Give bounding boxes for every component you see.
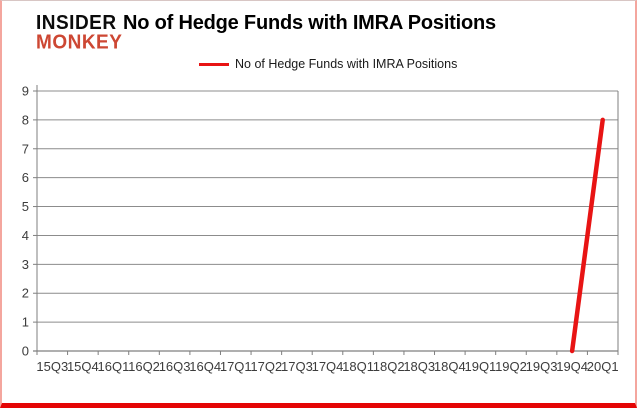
- x-tick-label: 17Q4: [312, 359, 344, 374]
- x-tick-label: 18Q1: [342, 359, 374, 374]
- y-tick-label: 7: [22, 141, 29, 156]
- x-tick-label: 19Q2: [495, 359, 527, 374]
- x-tick-label: 17Q2: [250, 359, 282, 374]
- x-tick-label: 17Q1: [220, 359, 252, 374]
- y-tick-label: 5: [22, 199, 29, 214]
- logo-text-monkey: MONKEY: [36, 31, 123, 54]
- chart-title: No of Hedge Funds with IMRA Positions: [123, 12, 496, 34]
- x-tick-label: 20Q1: [587, 359, 619, 374]
- x-tick-label: 16Q1: [98, 359, 130, 374]
- y-tick-label: 1: [22, 315, 29, 330]
- y-tick-label: 9: [22, 85, 29, 99]
- x-tick-label: 16Q4: [189, 359, 221, 374]
- x-tick-label: 18Q4: [434, 359, 466, 374]
- logo-text-insider: INSIDER: [36, 11, 117, 34]
- x-tick-label: 17Q3: [281, 359, 313, 374]
- x-tick-label: 16Q3: [159, 359, 191, 374]
- y-tick-label: 3: [22, 257, 29, 272]
- x-tick-label: 19Q3: [526, 359, 558, 374]
- x-tick-label: 15Q3: [36, 359, 68, 374]
- y-tick-label: 8: [22, 112, 29, 127]
- legend-series-label: No of Hedge Funds with IMRA Positions: [235, 57, 458, 71]
- y-tick-label: 0: [22, 344, 29, 359]
- x-tick-label: 18Q2: [373, 359, 405, 374]
- x-tick-label: 18Q3: [403, 359, 435, 374]
- y-tick-label: 4: [22, 228, 29, 243]
- line-chart: 012345678915Q315Q416Q116Q216Q316Q417Q117…: [22, 85, 619, 374]
- x-tick-label: 19Q4: [556, 359, 588, 374]
- y-tick-label: 6: [22, 170, 29, 185]
- x-tick-label: 16Q2: [128, 359, 160, 374]
- chart-legend: No of Hedge Funds with IMRA Positions: [199, 57, 457, 71]
- y-tick-label: 2: [22, 286, 29, 301]
- insider-monkey-logo: INSIDER MONKEY: [36, 13, 122, 53]
- legend-line-swatch-icon: [199, 62, 229, 66]
- series-line: [569, 117, 605, 354]
- x-tick-label: 15Q4: [67, 359, 99, 374]
- x-tick-label: 19Q1: [464, 359, 496, 374]
